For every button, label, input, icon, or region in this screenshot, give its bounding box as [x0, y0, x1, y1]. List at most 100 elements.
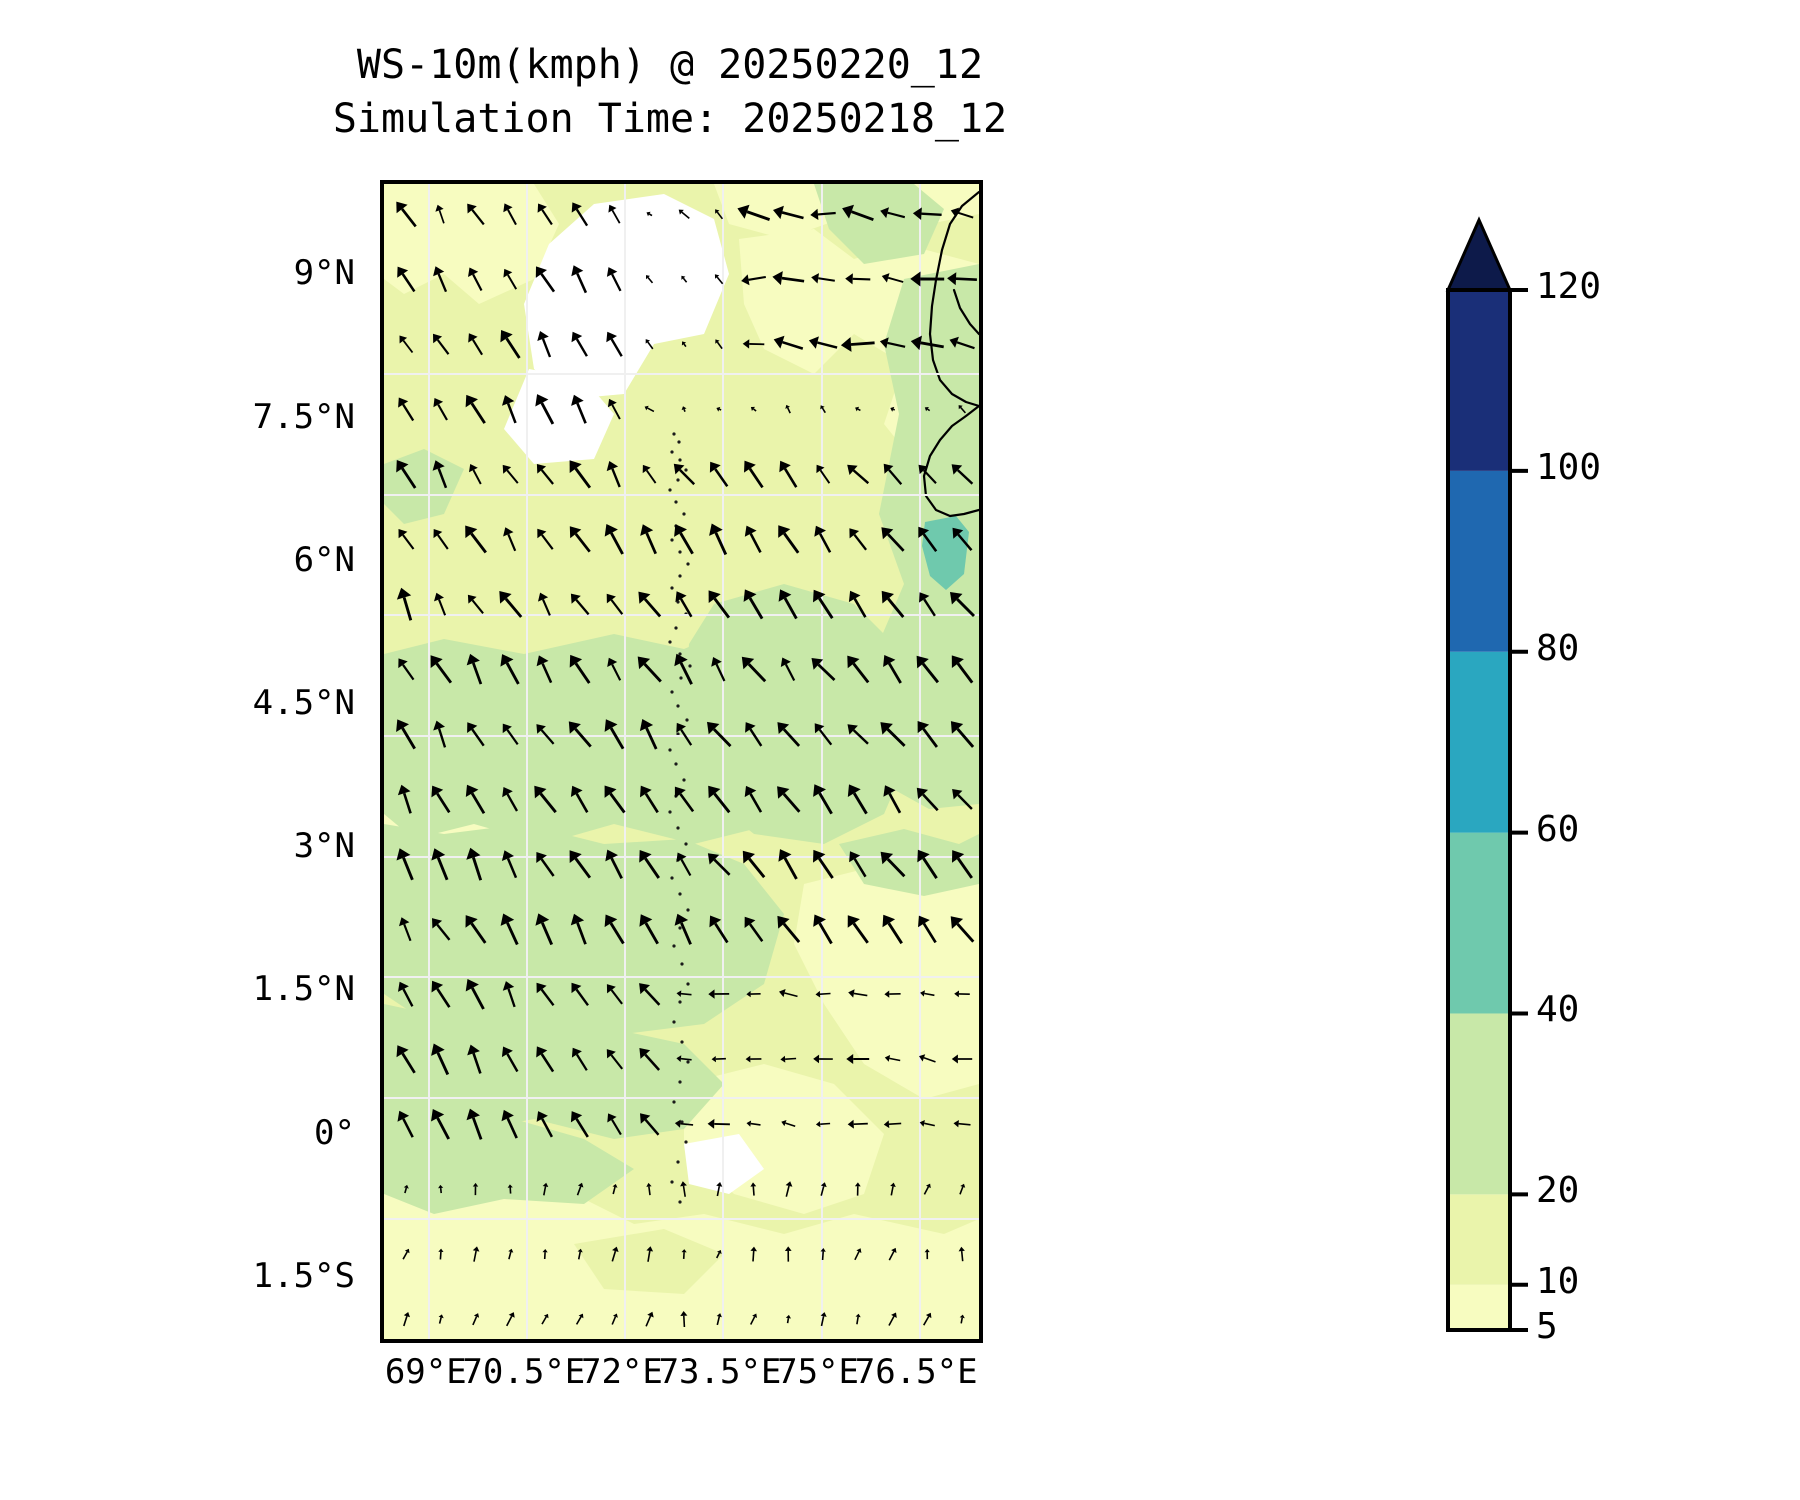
wind-arrow-head [571, 331, 583, 343]
wind-arrow-shaft [713, 792, 731, 814]
wind-arrow-head [433, 398, 444, 408]
wind-arrow-shaft [609, 922, 625, 945]
wind-vector-arrows [396, 201, 977, 1328]
wind-arrow-shaft [401, 727, 416, 750]
wind-arrow-head [501, 1046, 513, 1058]
wind-arrow-head [880, 851, 894, 865]
wind-arrow-head [606, 331, 617, 343]
wind-arrow-head [499, 591, 512, 604]
wind-arrow-head [924, 407, 929, 412]
wind-arrow-shaft [683, 1315, 686, 1328]
wind-arrow-head [847, 464, 858, 475]
wind-arrow-head [399, 335, 408, 344]
wind-arrow-head [813, 914, 826, 927]
wind-arrow-shaft [887, 597, 905, 619]
wind-arrow-shaft [471, 599, 484, 614]
wind-arrow-shaft [680, 728, 693, 746]
wind-arrow-head [746, 1120, 752, 1127]
wind-arrow-shaft [402, 664, 415, 681]
wind-arrow-head [779, 989, 786, 998]
wind-arrow-shaft [437, 468, 448, 489]
wind-arrow-shaft [470, 402, 486, 424]
wind-arrow-shaft [402, 792, 412, 814]
colorbar-tick-label-4: 40 [1536, 989, 1580, 1031]
wind-arrow-shaft [716, 1186, 721, 1197]
wind-arrow-head [536, 1111, 548, 1122]
wind-arrow-head [777, 722, 790, 734]
wind-arrow-head [954, 990, 959, 998]
colorbar-tick-label-2: 80 [1536, 627, 1580, 669]
wind-arrow-shaft [890, 1186, 894, 1196]
colorbar-segment-2 [1448, 1013, 1510, 1195]
wind-arrow-head [811, 658, 824, 670]
wind-arrow-head [711, 1056, 716, 1063]
wind-arrow-head [742, 850, 755, 864]
wind-arrow-shaft [403, 1315, 408, 1327]
wind-arrow-shaft [576, 272, 588, 294]
wind-arrow-shaft [471, 209, 485, 226]
wind-arrow-head [772, 271, 783, 286]
wind-arrow-head [820, 1312, 827, 1317]
wind-arrow-head [396, 460, 409, 473]
wind-arrow-head [502, 981, 515, 991]
wind-arrow-shaft [817, 663, 836, 681]
wind-arrow-shaft [401, 467, 417, 489]
wind-arrow-shaft [887, 211, 906, 219]
wind-arrow-head [431, 1109, 445, 1122]
wind-arrow-head [951, 1054, 958, 1064]
wind-arrow-head [785, 1314, 791, 1319]
wind-arrow-head [881, 590, 894, 604]
wind-arrow-head [808, 336, 819, 349]
wind-arrow-head [396, 719, 409, 732]
wind-arrow-shaft [748, 923, 764, 942]
wind-arrow-shaft [680, 1057, 692, 1061]
wind-arrow-head [466, 847, 481, 860]
wind-arrow-head [472, 1182, 479, 1187]
wind-arrow-shaft [402, 857, 414, 881]
colorbar-outline [1446, 288, 1512, 1332]
wind-arrow-head [773, 205, 784, 220]
wind-arrow-head [745, 1055, 751, 1063]
wind-arrow-head [432, 460, 445, 471]
wind-arrow-head [880, 207, 889, 219]
wind-arrow-shaft [752, 1186, 755, 1196]
wind-arrow-shaft [505, 1315, 513, 1327]
wind-arrow-shaft [539, 792, 557, 814]
wind-arrow-head [842, 204, 854, 219]
wind-arrow-shaft [504, 597, 523, 618]
wind-arrow-shaft [715, 663, 726, 682]
wind-arrow-head [881, 527, 894, 540]
x-axis-tick-labels: 69°E 70.5°E 72°E 73.5°E 75°E 76.5°E [0, 1352, 1800, 1412]
colorbar-segment-0 [1448, 1284, 1510, 1330]
wind-arrow-shaft [436, 923, 451, 941]
wind-arrow-head [468, 267, 479, 277]
wind-arrow-head [673, 463, 685, 475]
wind-arrow-head [681, 275, 686, 280]
wind-arrow-head [848, 590, 861, 603]
wind-arrow-shaft [818, 792, 833, 815]
wind-arrow-head [397, 784, 411, 796]
wind-arrow-shaft [679, 469, 696, 486]
colorbar-swatches [1445, 216, 1528, 1332]
wind-arrow-shaft [508, 1251, 512, 1260]
coastline [922, 190, 979, 518]
wind-arrow-head [674, 653, 688, 667]
wind-arrow-head [571, 982, 582, 994]
wind-arrow-head [846, 1054, 854, 1064]
wind-arrow-shaft [922, 857, 938, 879]
wind-arrow-shaft [506, 922, 519, 946]
wind-arrow-shaft [783, 468, 798, 488]
wind-arrow-shaft [436, 1117, 450, 1140]
wind-arrow-shaft [781, 211, 804, 220]
wind-arrow-head [432, 918, 443, 929]
wind-arrow-head [676, 990, 682, 997]
wind-arrow-shaft [748, 857, 766, 879]
wind-arrow-shaft [472, 662, 483, 685]
x-tick-4: 75°E [777, 1352, 860, 1392]
wind-arrow-head [882, 914, 896, 928]
wind-arrow-head [918, 915, 930, 928]
wind-arrow-shaft [506, 469, 519, 484]
wind-arrow-shaft [886, 858, 906, 878]
wind-arrow-head [744, 785, 757, 798]
wind-arrow-head [472, 1246, 480, 1252]
